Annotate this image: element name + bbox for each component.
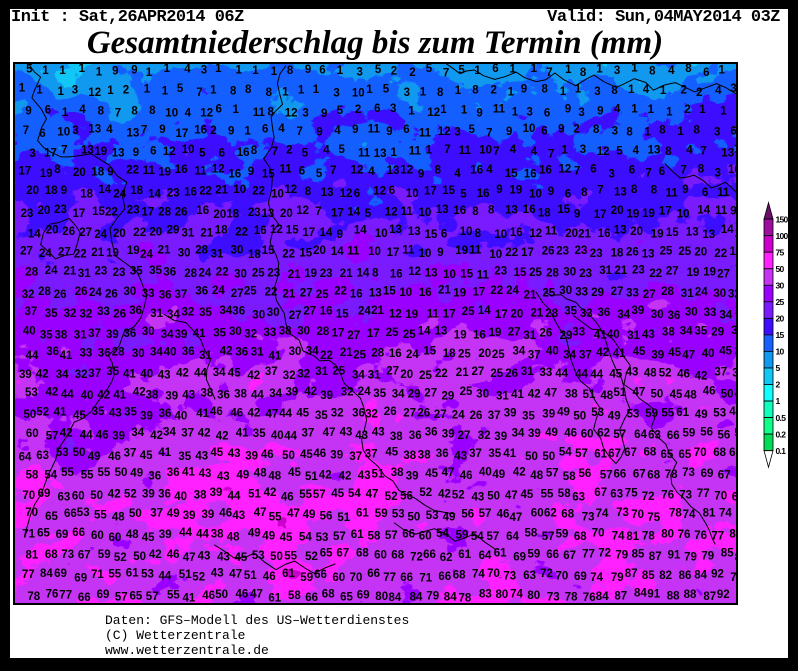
svg-text:30: 30 bbox=[776, 281, 785, 291]
svg-text:1: 1 bbox=[776, 396, 781, 406]
svg-text:50: 50 bbox=[776, 264, 785, 274]
svg-text:15: 15 bbox=[776, 330, 785, 340]
svg-text:5: 5 bbox=[776, 363, 781, 373]
svg-text:0.1: 0.1 bbox=[776, 446, 787, 456]
svg-text:0.5: 0.5 bbox=[776, 413, 787, 423]
svg-text:25: 25 bbox=[776, 297, 785, 307]
svg-text:0.2: 0.2 bbox=[776, 429, 787, 439]
svg-text:150: 150 bbox=[776, 214, 789, 224]
svg-text:100: 100 bbox=[776, 231, 789, 241]
svg-text:10: 10 bbox=[776, 347, 785, 357]
svg-text:75: 75 bbox=[776, 247, 785, 257]
svg-text:2: 2 bbox=[776, 380, 781, 390]
svg-text:20: 20 bbox=[776, 314, 785, 324]
